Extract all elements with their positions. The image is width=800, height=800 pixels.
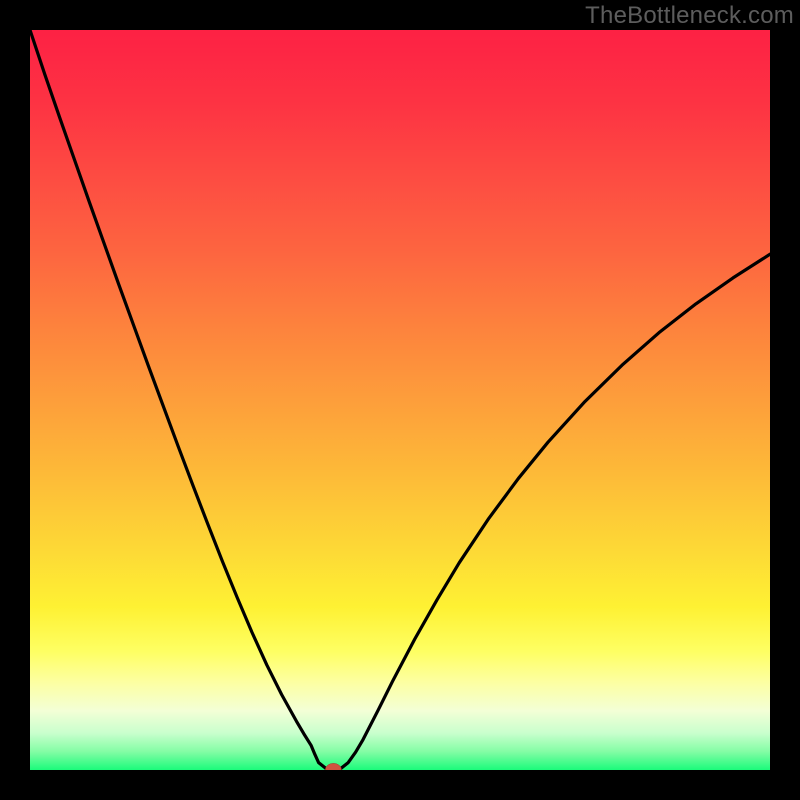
- chart-container: { "watermark": { "text": "TheBottleneck.…: [0, 0, 800, 800]
- bottleneck-curve-chart: [30, 30, 770, 770]
- plot-area: [30, 30, 770, 770]
- gradient-background: [30, 30, 770, 770]
- watermark-text: TheBottleneck.com: [585, 2, 794, 30]
